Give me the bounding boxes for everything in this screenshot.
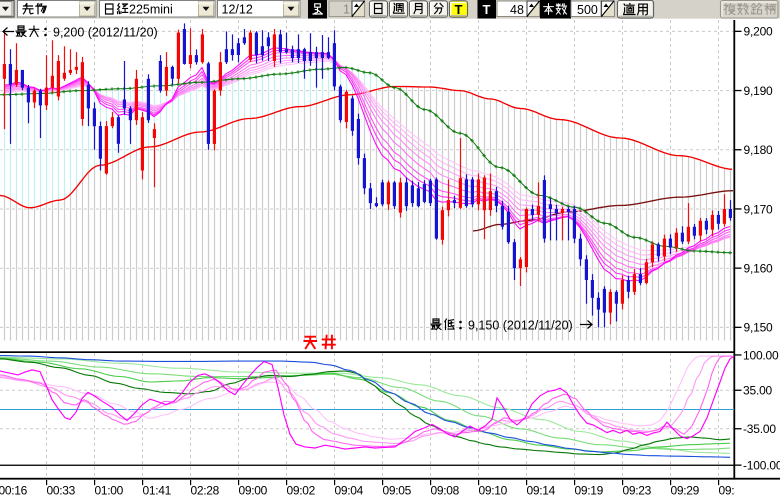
svg-text:225mini: 225mini [129, 3, 173, 17]
svg-text:9,170: 9,170 [744, 202, 774, 216]
svg-text:1: 1 [343, 3, 350, 17]
svg-text:35.00: 35.00 [743, 384, 773, 398]
svg-text:09:04: 09:04 [335, 484, 364, 498]
svg-text:-100.00: -100.00 [743, 459, 780, 473]
svg-text:01:41: 01:41 [143, 484, 172, 498]
svg-text:T: T [483, 2, 491, 17]
svg-text:12/12: 12/12 [222, 3, 253, 17]
svg-text:09:3: 09:3 [719, 484, 742, 498]
svg-text:-35.00: -35.00 [743, 422, 776, 436]
svg-text:9,200 (2012/11/20): 9,200 (2012/11/20) [53, 26, 158, 40]
svg-text:00:16: 00:16 [0, 484, 28, 498]
svg-text:09:14: 09:14 [527, 484, 556, 498]
svg-text:9,160: 9,160 [744, 262, 774, 276]
svg-text:9,180: 9,180 [744, 143, 774, 157]
svg-text:09:02: 09:02 [287, 484, 316, 498]
svg-text:09:10: 09:10 [479, 484, 508, 498]
svg-text:09:05: 09:05 [383, 484, 412, 498]
svg-text:09:23: 09:23 [623, 484, 652, 498]
svg-text:09:08: 09:08 [431, 484, 460, 498]
svg-text:48: 48 [510, 3, 524, 17]
svg-text:09:19: 09:19 [575, 484, 604, 498]
svg-text:09:29: 09:29 [671, 484, 700, 498]
svg-text:100.00: 100.00 [743, 348, 779, 362]
svg-text:500: 500 [577, 3, 598, 17]
svg-text:01:00: 01:00 [95, 484, 124, 498]
svg-text:9,200: 9,200 [744, 25, 774, 39]
svg-text:9,150 (2012/11/20): 9,150 (2012/11/20) [468, 319, 573, 333]
svg-text:T: T [455, 2, 463, 17]
svg-text:9,190: 9,190 [744, 84, 774, 98]
svg-text:00:33: 00:33 [47, 484, 76, 498]
svg-text:09:00: 09:00 [239, 484, 268, 498]
svg-text:9,150: 9,150 [744, 321, 774, 335]
svg-text:02:28: 02:28 [191, 484, 220, 498]
